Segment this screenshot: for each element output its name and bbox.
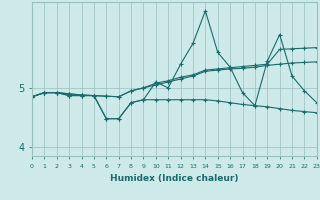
- X-axis label: Humidex (Indice chaleur): Humidex (Indice chaleur): [110, 174, 239, 183]
